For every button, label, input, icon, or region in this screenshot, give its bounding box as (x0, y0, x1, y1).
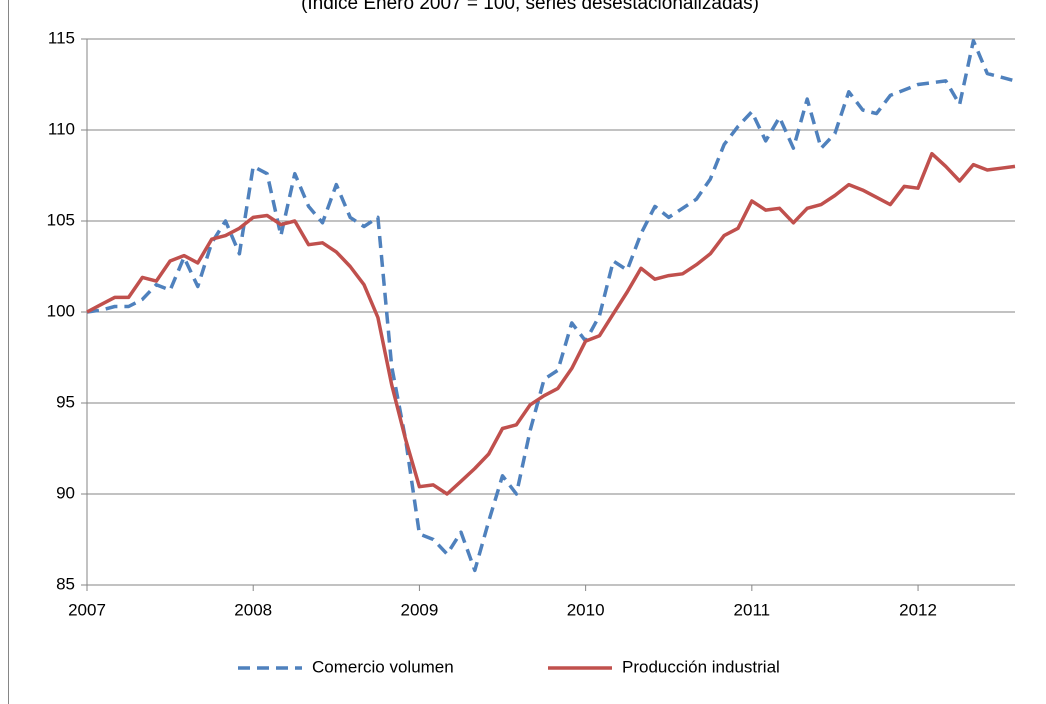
x-tick-label: 2010 (567, 600, 605, 619)
x-tick-label: 2011 (734, 600, 771, 619)
y-tick-label: 115 (48, 28, 75, 47)
series-line (86, 39, 1016, 573)
series-line (86, 151, 1016, 496)
chart-subtitle: (Índice Enero 2007 = 100, series desesta… (301, 0, 759, 14)
y-tick-label: 95 (56, 392, 75, 411)
y-tick-label: 85 (56, 574, 75, 593)
y-tick-label: 90 (56, 483, 75, 502)
y-tick-label: 105 (47, 210, 75, 229)
y-tick-label: 110 (48, 119, 75, 138)
legend-label: Producción industrial (622, 657, 780, 676)
x-tick-label: 2007 (68, 600, 106, 619)
chart-border (8, 0, 9, 704)
x-tick-label: 2009 (401, 600, 439, 619)
y-tick-label: 100 (47, 301, 75, 320)
legend-label: Comercio volumen (312, 657, 454, 676)
x-tick-label: 2008 (234, 600, 272, 619)
x-tick-label: 2012 (899, 600, 937, 619)
